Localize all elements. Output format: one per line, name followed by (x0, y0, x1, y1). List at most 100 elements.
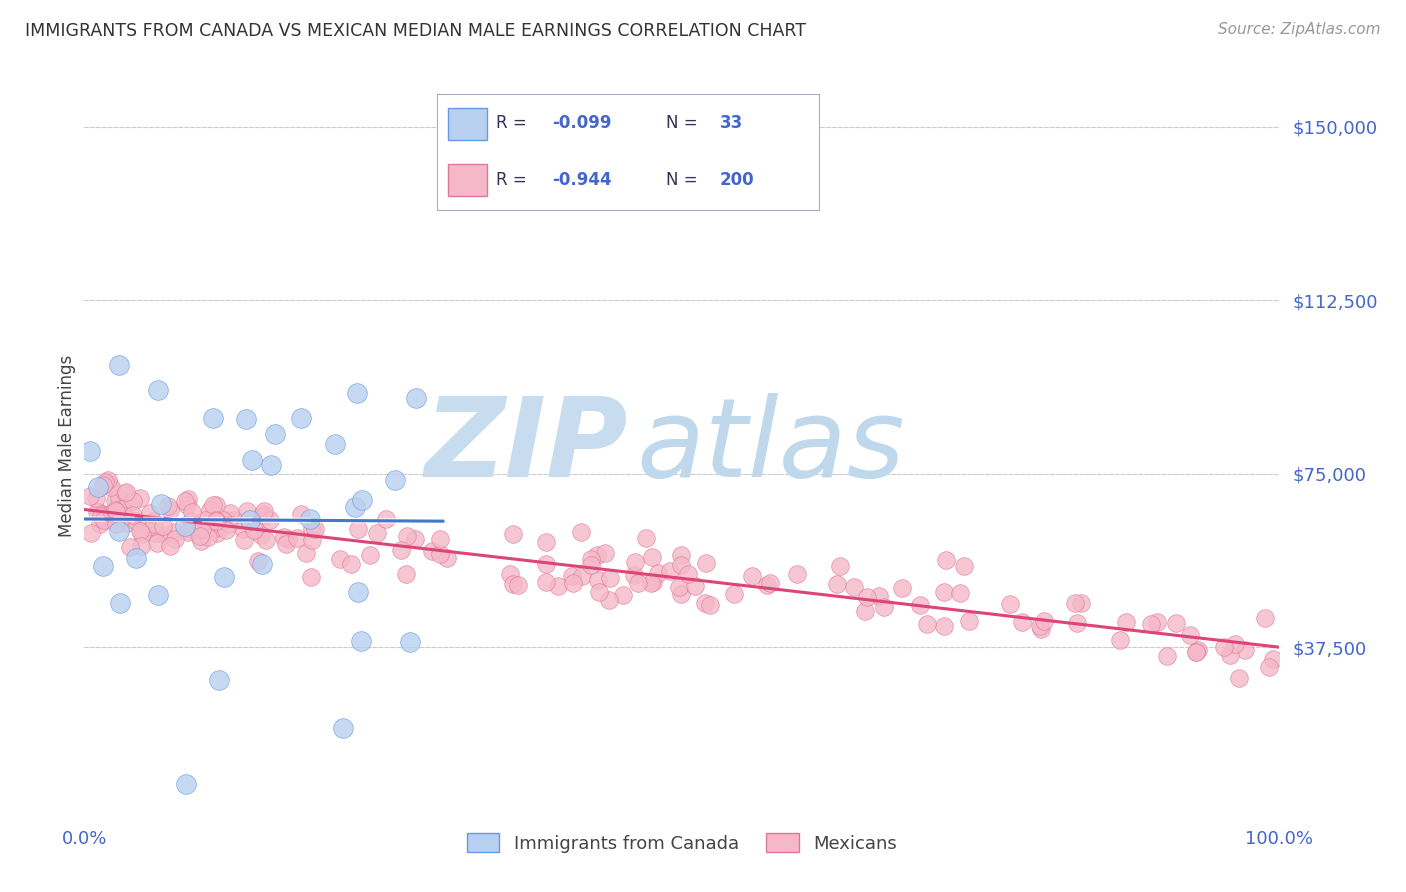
Text: IMMIGRANTS FROM CANADA VS MEXICAN MEDIAN MALE EARNINGS CORRELATION CHART: IMMIGRANTS FROM CANADA VS MEXICAN MEDIAN… (25, 22, 806, 40)
Point (238, 513, 260, 527)
Point (405, 391, 427, 405)
Point (399, 634, 422, 648)
Point (264, 426, 287, 441)
Point (741, 568, 763, 582)
Point (599, 571, 621, 585)
Point (1140, 617, 1163, 632)
Point (953, 558, 976, 573)
Point (828, 559, 851, 574)
Point (215, 523, 238, 537)
Point (186, 525, 208, 540)
Point (205, 515, 228, 529)
Point (1223, 637, 1246, 651)
Text: Source: ZipAtlas.com: Source: ZipAtlas.com (1218, 22, 1381, 37)
Point (101, 506, 124, 520)
Point (143, 525, 166, 540)
Text: atlas: atlas (637, 392, 905, 500)
Point (233, 533, 256, 547)
Point (174, 494, 197, 508)
Point (180, 523, 202, 537)
Point (1184, 645, 1206, 659)
Point (104, 510, 127, 524)
Point (215, 513, 238, 527)
Point (197, 520, 219, 534)
Point (122, 494, 145, 508)
Point (235, 412, 257, 426)
Point (384, 473, 406, 487)
Point (612, 588, 634, 602)
Point (143, 517, 166, 532)
Text: ZIP: ZIP (425, 392, 628, 500)
Point (254, 533, 277, 547)
Point (91, 507, 114, 521)
Point (1261, 652, 1284, 666)
Point (756, 578, 779, 592)
Point (569, 524, 592, 539)
Point (180, 514, 202, 528)
Point (571, 568, 593, 582)
Point (669, 558, 692, 572)
Point (389, 543, 412, 558)
Point (579, 551, 602, 566)
Point (506, 578, 529, 592)
Point (856, 591, 879, 605)
Point (208, 673, 231, 688)
Point (332, 721, 354, 735)
Point (678, 566, 700, 581)
Point (176, 525, 198, 540)
Point (111, 502, 134, 516)
Point (124, 550, 146, 565)
Point (1032, 614, 1054, 628)
Point (299, 512, 322, 526)
Point (285, 531, 308, 545)
Point (723, 587, 745, 601)
Point (1219, 648, 1241, 663)
Point (1253, 610, 1275, 624)
Point (97, 473, 120, 487)
Point (232, 522, 254, 536)
Point (908, 598, 931, 612)
Point (79, 489, 101, 503)
Point (1063, 596, 1085, 610)
Point (502, 576, 524, 591)
Point (105, 504, 128, 518)
Point (1108, 633, 1130, 648)
Point (98, 476, 121, 491)
Point (122, 508, 145, 522)
Point (194, 514, 217, 528)
Point (153, 528, 176, 542)
Point (104, 517, 127, 532)
Point (323, 437, 346, 451)
Point (259, 513, 281, 527)
Point (586, 573, 609, 587)
Point (561, 569, 583, 583)
Point (547, 579, 569, 593)
Point (165, 525, 187, 540)
Point (198, 502, 221, 516)
Point (91, 477, 114, 491)
Point (100, 480, 122, 494)
Point (339, 558, 361, 572)
Point (108, 524, 131, 539)
Point (252, 507, 274, 521)
Point (108, 358, 131, 372)
Point (1156, 649, 1178, 664)
Point (294, 546, 316, 560)
Point (290, 411, 312, 425)
Point (118, 540, 141, 554)
Point (249, 528, 271, 542)
Point (173, 518, 195, 533)
Point (659, 564, 682, 578)
Point (252, 504, 274, 518)
Point (347, 522, 370, 536)
Point (827, 577, 849, 591)
Point (395, 567, 418, 582)
Point (129, 539, 152, 553)
Point (201, 498, 224, 512)
Point (114, 486, 136, 500)
Point (1234, 643, 1257, 657)
Point (436, 551, 458, 566)
Point (998, 598, 1021, 612)
Point (236, 504, 259, 518)
Point (891, 581, 914, 595)
